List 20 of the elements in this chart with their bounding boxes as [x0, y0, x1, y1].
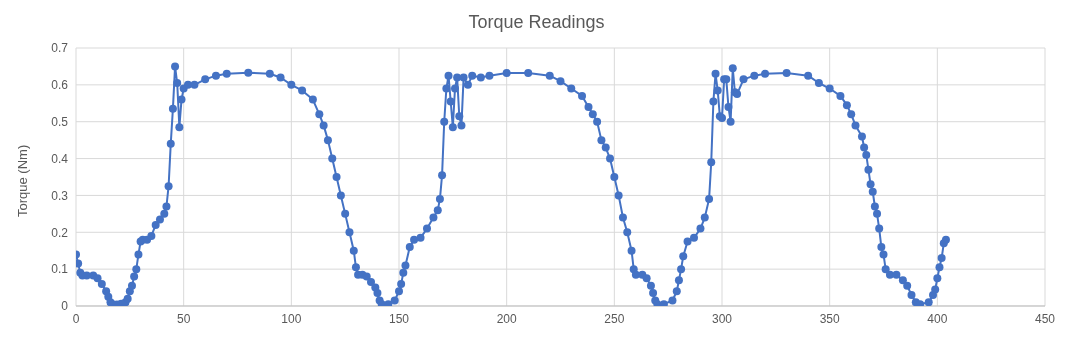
- y-tick-label: 0.6: [51, 78, 69, 93]
- x-tick-label: 200: [496, 311, 517, 326]
- x-tick-label: 100: [281, 311, 302, 326]
- x-tick-label: 150: [388, 311, 410, 326]
- x-tick-label: 300: [711, 311, 733, 326]
- x-tick-label: 450: [1034, 311, 1056, 326]
- x-tick-label: 250: [604, 311, 625, 326]
- x-tick-label: 50: [176, 311, 191, 326]
- x-tick-label: 350: [819, 311, 840, 326]
- y-tick-label: 0.7: [51, 41, 69, 56]
- chart-title: Torque Readings: [467, 11, 606, 34]
- y-tick-label: 0.4: [51, 151, 69, 166]
- y-tick-label: 0.2: [51, 225, 69, 240]
- y-tick-label: 0.3: [51, 188, 69, 203]
- y-axis-title: Torque (Nm): [14, 144, 30, 217]
- y-tick-label: 0.1: [51, 262, 69, 277]
- x-tick-label: 400: [927, 311, 948, 326]
- y-tick-label: 0: [61, 299, 69, 314]
- y-tick-label: 0.5: [51, 114, 69, 129]
- x-tick-label: 0: [72, 311, 80, 326]
